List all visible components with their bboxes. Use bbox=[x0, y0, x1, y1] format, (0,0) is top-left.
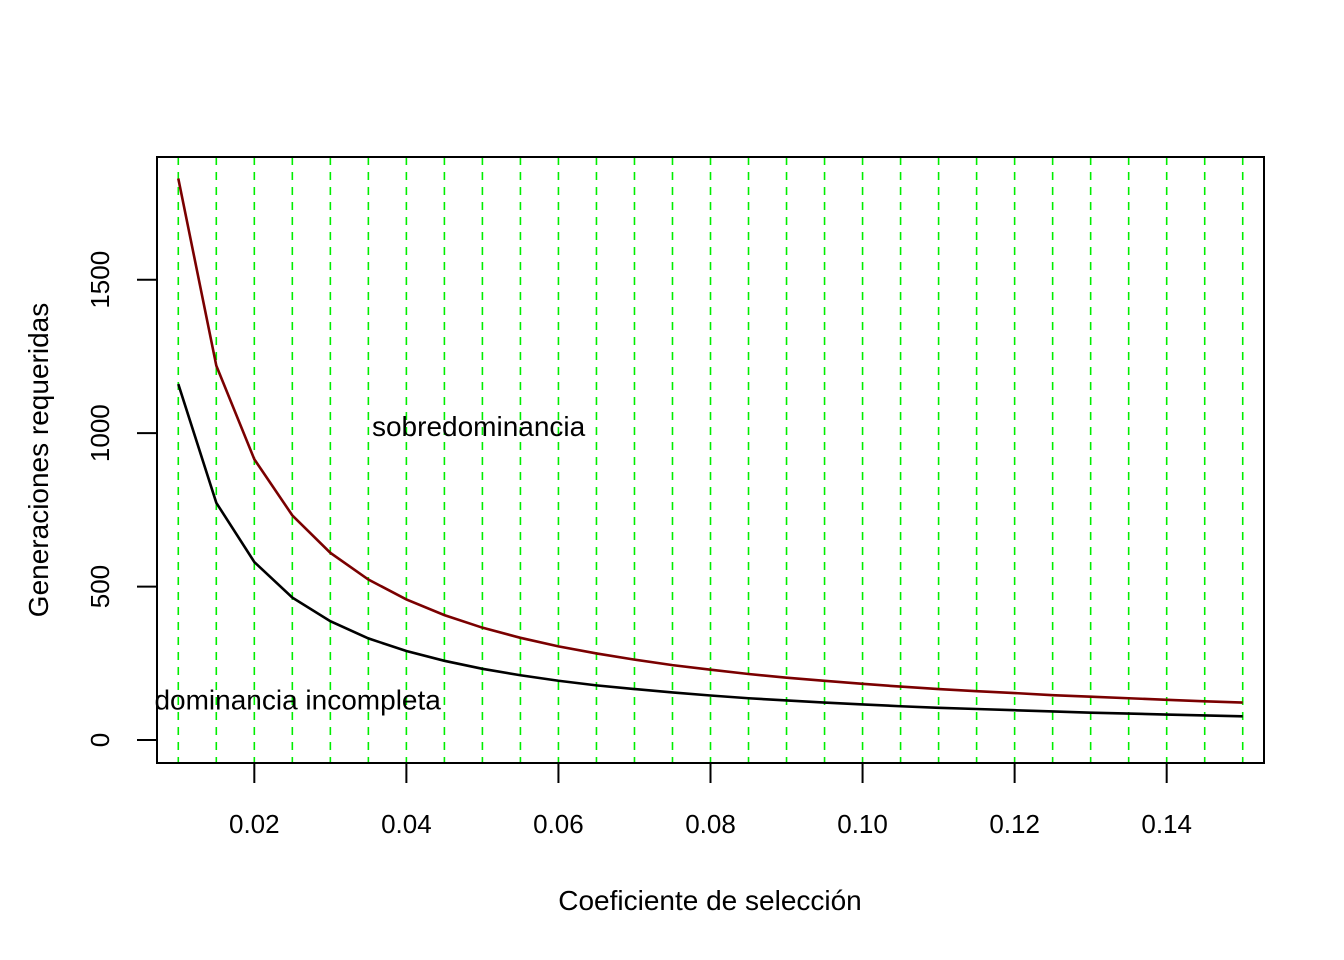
x-tick-label-1: 0.04 bbox=[381, 809, 432, 839]
gridlines bbox=[177, 157, 1244, 763]
y-tick-label-2: 1000 bbox=[85, 404, 115, 462]
x-tick-label-5: 0.12 bbox=[989, 809, 1040, 839]
series-line-0 bbox=[177, 178, 1243, 704]
y-axis: 0 500 1000 1500 bbox=[85, 251, 158, 747]
series-line-1 bbox=[177, 383, 1243, 718]
x-tick-label-2: 0.06 bbox=[533, 809, 584, 839]
x-tick-label-0: 0.02 bbox=[229, 809, 280, 839]
x-axis-title: Coeficiente de selección bbox=[558, 885, 862, 916]
x-tick-label-3: 0.08 bbox=[685, 809, 736, 839]
y-tick-label-3: 1500 bbox=[85, 251, 115, 309]
x-axis: 0.02 0.04 0.06 0.08 0.10 0.12 0.14 bbox=[229, 762, 1192, 839]
annotation-0: sobredominancia bbox=[372, 411, 586, 442]
x-tick-label-6: 0.14 bbox=[1141, 809, 1192, 839]
y-axis-title: Generaciones requeridas bbox=[23, 303, 54, 617]
annotation-1: dominancia incompleta bbox=[154, 684, 441, 715]
y-tick-label-0: 0 bbox=[85, 733, 115, 747]
x-tick-label-4: 0.10 bbox=[837, 809, 888, 839]
annotations: sobredominancia dominancia incompleta bbox=[154, 411, 585, 715]
series-lines bbox=[177, 178, 1243, 718]
y-tick-label-1: 500 bbox=[85, 565, 115, 608]
